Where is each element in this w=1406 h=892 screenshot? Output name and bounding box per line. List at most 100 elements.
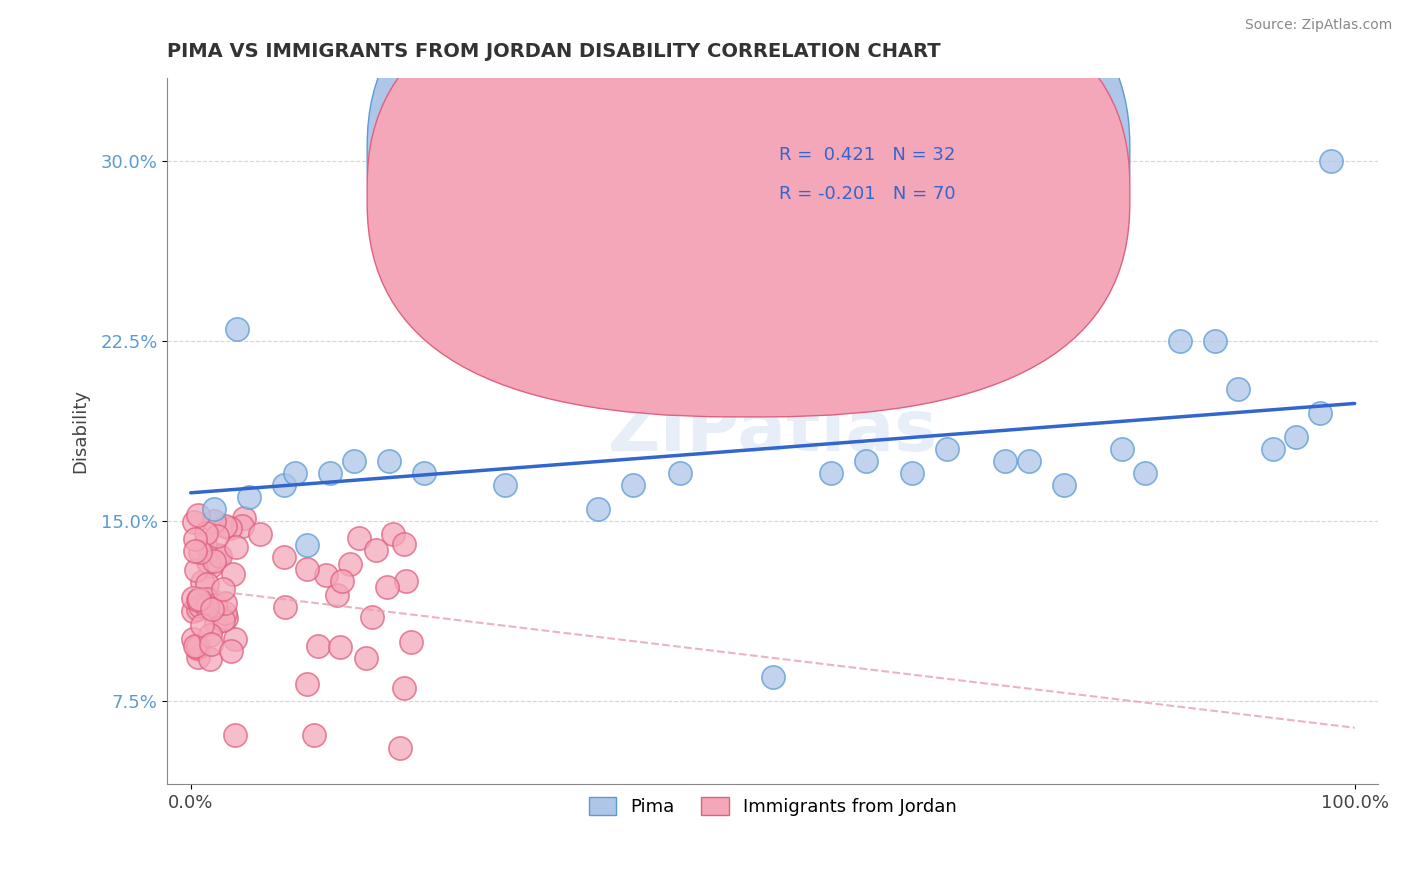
Point [202, 514, 225, 528]
Point [1285, 430, 1308, 444]
Point [187, 640, 209, 654]
Point [204, 598, 226, 612]
FancyBboxPatch shape [367, 0, 1130, 417]
Point [214, 606, 236, 620]
Point [197, 555, 219, 569]
Point [187, 592, 209, 607]
Point [201, 602, 224, 616]
Point [195, 599, 218, 614]
Point [354, 651, 377, 665]
Point [361, 610, 384, 624]
Point [202, 554, 225, 568]
Point [471, 298, 494, 312]
Point [183, 515, 205, 529]
Point [195, 591, 218, 606]
Point [1263, 442, 1285, 456]
Point [188, 599, 211, 614]
Point [187, 650, 209, 665]
FancyBboxPatch shape [367, 0, 1130, 378]
Point [198, 628, 221, 642]
Point [1320, 154, 1343, 169]
Point [586, 501, 609, 516]
Point [181, 591, 204, 605]
Point [315, 567, 337, 582]
Point [188, 545, 211, 559]
Point [330, 574, 353, 588]
Point [1168, 334, 1191, 348]
Point [184, 639, 207, 653]
Point [389, 741, 412, 756]
Point [184, 563, 207, 577]
Point [224, 632, 246, 646]
Point [194, 537, 217, 551]
Text: R = -0.201   N = 70: R = -0.201 N = 70 [779, 186, 956, 203]
Point [284, 466, 307, 480]
Point [295, 677, 318, 691]
Point [295, 562, 318, 576]
Point [184, 532, 207, 546]
Point [347, 532, 370, 546]
Point [195, 577, 218, 591]
Point [222, 567, 245, 582]
Point [198, 652, 221, 666]
Point [200, 637, 222, 651]
Point [307, 639, 329, 653]
Point [212, 582, 235, 596]
Point [191, 575, 214, 590]
Point [187, 508, 209, 522]
Point [855, 454, 877, 468]
Point [186, 640, 208, 655]
Point [936, 442, 959, 456]
Point [328, 640, 350, 654]
Point [215, 611, 238, 625]
Point [399, 635, 422, 649]
Point [375, 580, 398, 594]
Point [325, 588, 347, 602]
Point [762, 670, 785, 684]
Point [273, 478, 295, 492]
Point [366, 543, 388, 558]
Point [273, 549, 295, 564]
Point [219, 521, 242, 535]
Point [183, 543, 205, 558]
Point [394, 681, 416, 695]
Legend: Pima, Immigrants from Jordan: Pima, Immigrants from Jordan [579, 788, 966, 825]
Point [392, 537, 415, 551]
Point [209, 549, 232, 564]
Point [202, 501, 225, 516]
Point [188, 591, 211, 606]
Point [302, 727, 325, 741]
Point [221, 644, 243, 658]
Point [295, 538, 318, 552]
Point [395, 574, 418, 588]
Point [382, 526, 405, 541]
Text: ZIPatlas: ZIPatlas [607, 397, 938, 466]
Point [621, 478, 644, 492]
Point [339, 558, 361, 572]
Point [1227, 382, 1250, 396]
Point [191, 618, 214, 632]
Point [412, 466, 434, 480]
Point [994, 454, 1017, 468]
Text: Source: ZipAtlas.com: Source: ZipAtlas.com [1244, 18, 1392, 32]
Point [668, 466, 690, 480]
Point [1053, 478, 1076, 492]
Point [1018, 454, 1040, 468]
Point [224, 728, 246, 742]
Point [200, 559, 222, 574]
Point [226, 322, 249, 336]
Point [901, 466, 924, 480]
Point [494, 478, 516, 492]
FancyBboxPatch shape [700, 120, 1063, 226]
Point [225, 540, 247, 554]
Y-axis label: Disability: Disability [72, 389, 89, 473]
Point [214, 519, 236, 533]
Point [249, 527, 271, 541]
Point [319, 466, 342, 480]
Point [820, 466, 842, 480]
Point [214, 596, 236, 610]
Point [377, 454, 399, 468]
Point [1111, 442, 1133, 456]
Point [274, 599, 297, 614]
Point [205, 529, 228, 543]
